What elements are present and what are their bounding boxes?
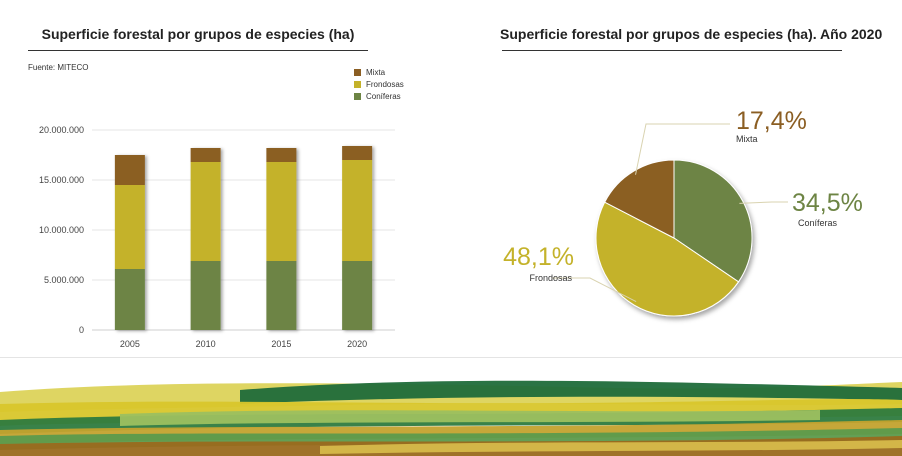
bar-group-2010 [190, 148, 221, 330]
legend: Mixta Frondosas Coníferas [354, 66, 404, 102]
brush-stroke [240, 380, 902, 404]
separator-line [0, 357, 902, 358]
bar-coniferas-2005[interactable] [114, 269, 145, 330]
pie-chart-title: Superficie forestal por grupos de especi… [500, 26, 883, 42]
legend-label-coniferas: Coníferas [366, 91, 401, 101]
x-tick-label: 2015 [271, 339, 291, 349]
y-tick-label: 0 [79, 325, 84, 335]
bar-mixta-2015[interactable] [266, 148, 297, 162]
pie-percent-label-mixta: 17,4% [736, 107, 807, 135]
bar-mixta-2010[interactable] [190, 148, 221, 162]
stacked-bar-chart: 0 5.000.000 10.000.000 15.000.000 20.000.000… [39, 125, 395, 349]
legend-item-frondosas[interactable]: Frondosas [354, 78, 404, 90]
leader-line-frondosas [552, 277, 637, 303]
decorative-brush-footer [0, 380, 902, 456]
legend-swatch-coniferas [354, 92, 361, 100]
pie-slices [595, 159, 753, 317]
bar-mixta-2020[interactable] [342, 146, 373, 160]
pie-percent-label-frondosas: 48,1% [503, 243, 574, 271]
legend-item-mixta[interactable]: Mixta [354, 66, 404, 78]
x-tick-label: 2010 [196, 339, 216, 349]
source-note: Fuente: MITECO [28, 63, 89, 72]
x-tick-label: 2005 [120, 339, 140, 349]
bar-coniferas-2015[interactable] [266, 261, 297, 330]
pie-slice-mixta[interactable] [604, 159, 675, 239]
leader-line-coniferas [739, 201, 788, 204]
bar-mixta-2005[interactable] [114, 155, 145, 185]
pie-chart-title-rule [502, 50, 842, 51]
pie-name-label-frondosas: Frondosas [529, 273, 572, 283]
bar-coniferas-2020[interactable] [342, 261, 373, 330]
pie-chart: 34,5%Coníferas 48,1% Frondosas 17,4%Mixta [503, 107, 863, 317]
y-tick-label: 5.000.000 [44, 275, 84, 285]
y-tick-label: 20.000.000 [39, 125, 84, 135]
y-tick-label: 15.000.000 [39, 175, 84, 185]
pie-slice-frondosas[interactable] [595, 201, 740, 317]
bar-coniferas-2010[interactable] [190, 261, 221, 330]
legend-label-mixta: Mixta [366, 67, 386, 77]
bar-frondosas-2020[interactable] [342, 160, 373, 261]
x-tick-label: 2020 [347, 339, 367, 349]
bar-chart-title: Superficie forestal por grupos de especi… [41, 26, 355, 42]
pie-name-label-mixta: Mixta [736, 134, 758, 144]
pie-slice-coniferas[interactable] [673, 159, 753, 283]
bar-frondosas-2005[interactable] [114, 185, 145, 269]
bar-frondosas-2015[interactable] [266, 162, 297, 261]
brush-stroke [120, 410, 820, 426]
pie-percent-label-coniferas: 34,5% [792, 189, 863, 217]
brush-stroke [320, 440, 902, 454]
leader-line-mixta [635, 123, 730, 175]
bar-group-2015 [266, 148, 297, 330]
bar-group-2005 [114, 155, 145, 330]
y-tick-label: 10.000.000 [39, 225, 84, 235]
legend-swatch-mixta [354, 68, 361, 76]
legend-item-coniferas[interactable]: Coníferas [354, 90, 404, 102]
bar-group-2020 [342, 146, 373, 330]
legend-label-frondosas: Frondosas [366, 79, 404, 89]
bar-chart-title-rule [28, 50, 368, 51]
bar-frondosas-2010[interactable] [190, 162, 221, 261]
legend-swatch-frondosas [354, 80, 361, 88]
pie-name-label-coniferas: Coníferas [798, 218, 838, 228]
